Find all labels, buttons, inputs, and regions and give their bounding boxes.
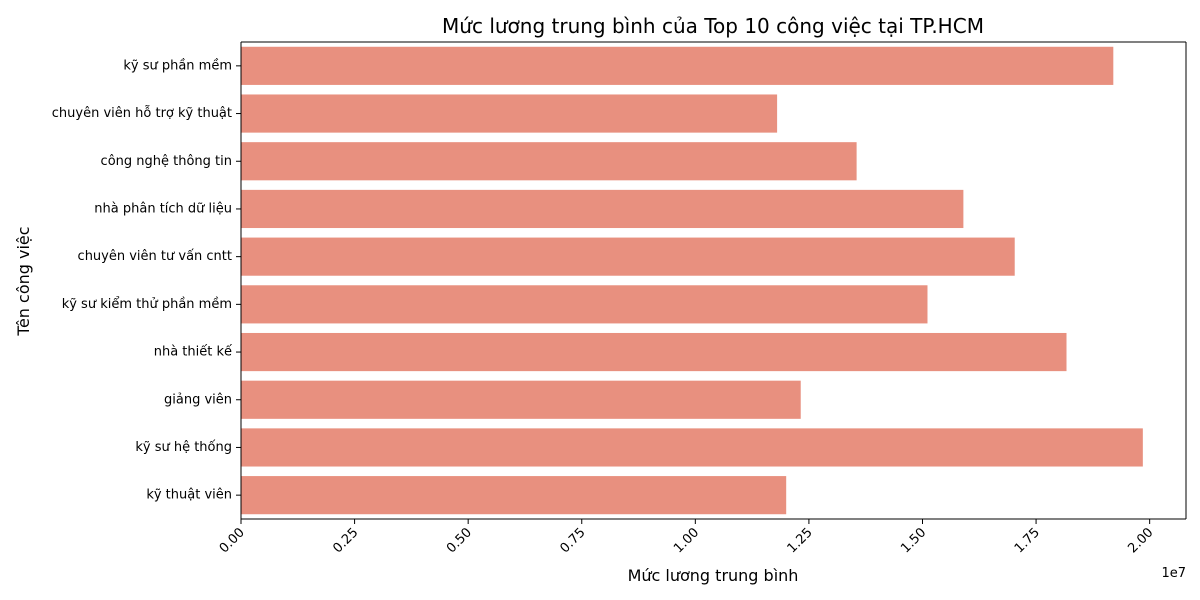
bars-group xyxy=(241,46,1143,515)
x-tick-label: 1.50 xyxy=(898,525,929,556)
y-tick-label: kỹ sư phần mềm xyxy=(123,58,232,73)
bar xyxy=(241,46,1114,85)
bar xyxy=(241,428,1143,467)
x-axis-label: Mức lương trung bình xyxy=(628,566,799,585)
y-tick-label: kỹ thuật viên xyxy=(146,488,232,503)
x-tick-label: 0.50 xyxy=(444,525,475,556)
y-tick-label: công nghệ thông tin xyxy=(101,154,232,169)
x-tick-label: 1.75 xyxy=(1012,525,1043,556)
bar xyxy=(241,380,801,419)
x-tick-label: 1.00 xyxy=(671,525,702,556)
bar xyxy=(241,285,928,324)
y-tick-label: kỹ sư hệ thống xyxy=(135,440,232,455)
bar xyxy=(241,476,787,515)
bar xyxy=(241,332,1067,372)
bar xyxy=(241,189,964,229)
bar xyxy=(241,94,778,133)
y-tick-label: kỹ sư kiểm thử phần mềm xyxy=(62,297,232,312)
bar xyxy=(241,237,1015,276)
y-axis-ticks: kỹ sư phần mềm chuyên viên hỗ trợ kỹ thuậ… xyxy=(52,58,241,503)
y-tick-label: nhà thiết kế xyxy=(154,345,232,360)
x-tick-label: 0.00 xyxy=(217,525,248,556)
x-tick-label: 2.00 xyxy=(1125,525,1156,556)
x-tick-label: 0.75 xyxy=(557,525,588,556)
x-axis-offset-label: 1e7 xyxy=(1161,566,1186,581)
x-axis-ticks: 0.00 0.25 0.50 0.75 1.00 1.25 1.50 1.75 2.00 xyxy=(217,519,1156,556)
y-tick-label: chuyên viên hỗ trợ kỹ thuật xyxy=(52,106,232,121)
chart-title: Mức lương trung bình của Top 10 công việ… xyxy=(442,14,984,38)
x-tick-label: 1.25 xyxy=(785,525,816,556)
y-tick-label: chuyên viên tư vấn cntt xyxy=(78,249,232,264)
y-axis-label: Tên công việc xyxy=(14,226,33,336)
y-tick-label: giảng viên xyxy=(164,392,232,407)
bar xyxy=(241,142,857,181)
y-tick-label: nhà phân tích dữ liệu xyxy=(94,201,232,216)
x-tick-label: 0.25 xyxy=(330,525,361,556)
